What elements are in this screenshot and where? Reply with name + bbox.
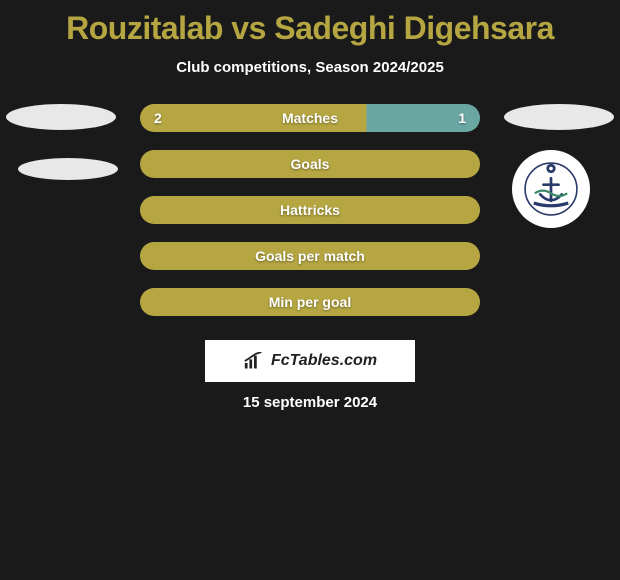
subtitle: Club competitions, Season 2024/2025 (0, 59, 620, 76)
stat-rows: 2 Matches 1 Goals Hattricks Goals per match Mi… (140, 104, 480, 316)
stat-bar: Goals (140, 150, 480, 178)
stat-value-right: 1 (458, 110, 466, 126)
player-left-blob-2 (18, 158, 118, 180)
player-left-blob-1 (6, 104, 116, 130)
date-line: 15 september 2024 (0, 394, 620, 411)
club-badge (512, 150, 590, 228)
stat-label: Matches (282, 110, 338, 126)
brand-chart-icon (243, 352, 265, 370)
stat-bar: Min per goal (140, 288, 480, 316)
anchor-badge-icon (524, 162, 578, 216)
stats-area: 2 Matches 1 Goals Hattricks Goals per match Mi… (0, 104, 620, 316)
page-title: Rouzitalab vs Sadeghi Digehsara (0, 10, 620, 47)
stat-value-left: 2 (154, 110, 162, 126)
stat-label: Goals (291, 156, 330, 172)
stat-label: Hattricks (280, 202, 340, 218)
brand-box: FcTables.com (205, 340, 415, 382)
stat-label: Min per goal (269, 294, 351, 310)
stat-bar: Goals per match (140, 242, 480, 270)
stat-bar: Hattricks (140, 196, 480, 224)
stat-bar: 2 Matches 1 (140, 104, 480, 132)
stat-label: Goals per match (255, 248, 365, 264)
player-right-blob-1 (504, 104, 614, 130)
brand-text: FcTables.com (271, 352, 377, 370)
